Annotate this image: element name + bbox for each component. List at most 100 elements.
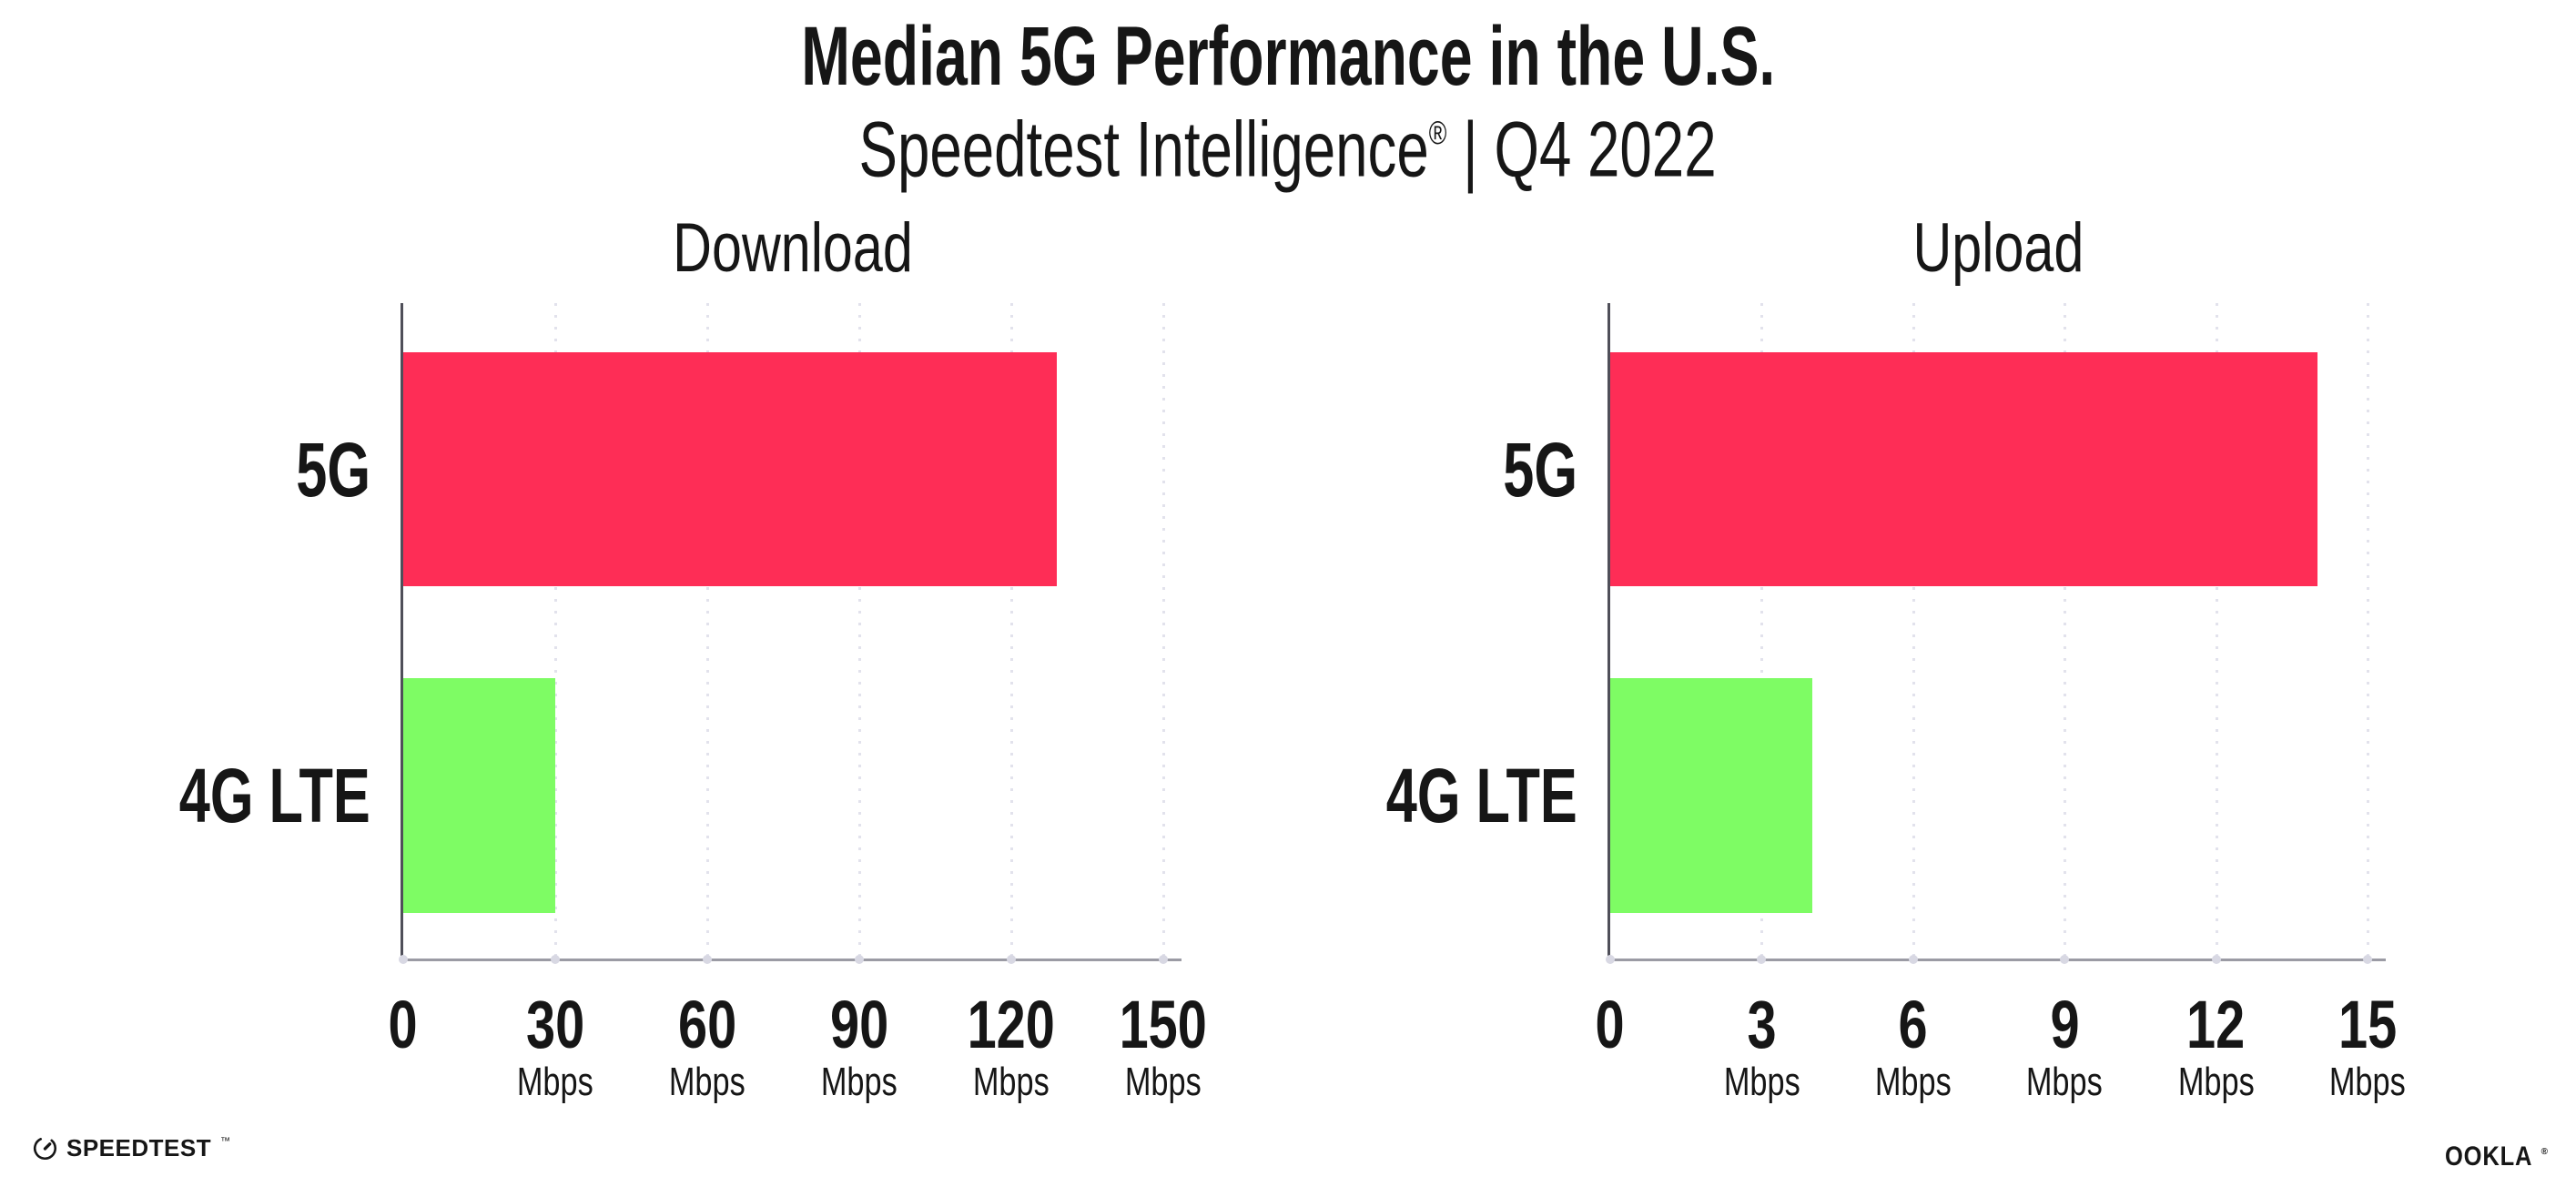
ookla-logo: OOKLA ® — [2429, 1141, 2549, 1172]
x-tick-label: 0 — [321, 989, 485, 1061]
y-axis-line — [401, 303, 403, 961]
x-tick-unit-text: Mbps — [821, 1060, 898, 1104]
gridline — [554, 303, 557, 959]
gridline — [2215, 303, 2218, 959]
category-label-4g-lte-text: 4G LTE — [1385, 753, 1577, 838]
x-tick-label-text: 3 — [1747, 987, 1777, 1062]
x-tick-dot — [551, 955, 560, 964]
speedtest-wordmark: SPEEDTEST — [66, 1134, 212, 1161]
x-tick-unit-text: Mbps — [517, 1060, 593, 1104]
gridline — [2367, 303, 2369, 959]
x-tick-dot — [1908, 955, 1918, 964]
x-tick-dot — [399, 955, 408, 964]
speedtest-gauge-icon — [34, 1138, 56, 1161]
category-label-5g-text: 5G — [296, 426, 370, 512]
x-tick-unit: Mbps — [2286, 1060, 2449, 1105]
x-tick-dot — [2211, 955, 2221, 964]
x-tick-label-text: 6 — [1898, 987, 1928, 1062]
x-tick-dot — [1159, 955, 1168, 964]
x-tick-dot — [1007, 955, 1016, 964]
speedtest-trademark: ™ — [220, 1135, 231, 1147]
x-tick-label: 0 — [1528, 989, 1692, 1061]
gridline — [1162, 303, 1165, 959]
page-title-text: Median 5G Performance in the U.S. — [800, 10, 1776, 103]
category-label-4g-lte: 4G LTE — [1177, 754, 1577, 837]
speedtest-logo: SPEEDTEST ™ — [33, 1134, 230, 1162]
chart-subtitle: Speedtest Intelligence® | Q4 2022 — [0, 96, 2576, 192]
gridline — [858, 303, 861, 959]
x-tick-label: 60 — [625, 989, 789, 1061]
x-tick-label: 9 — [1983, 989, 2146, 1061]
x-tick-unit-text: Mbps — [2329, 1060, 2406, 1104]
x-tick-label-text: 12 — [2186, 987, 2246, 1062]
x-tick-dot — [703, 955, 712, 964]
x-tick-label: 3 — [1679, 989, 1843, 1061]
x-tick-unit: Mbps — [1983, 1060, 2146, 1105]
gridline — [1912, 303, 1915, 959]
ookla-wordmark: OOKLA — [2444, 1141, 2533, 1172]
x-tick-label-text: 0 — [388, 987, 419, 1062]
x-tick-unit-text: Mbps — [1723, 1060, 1800, 1104]
x-axis-line — [401, 959, 1182, 961]
x-tick-dot — [2363, 955, 2372, 964]
subtitle-brand: Speedtest Intelligence — [858, 106, 1430, 194]
gridline — [2064, 303, 2067, 959]
category-label-4g-lte-text: 4G LTE — [178, 753, 370, 838]
bar-5g — [1610, 352, 2317, 586]
x-tick-label: 150 — [1081, 989, 1245, 1061]
x-tick-unit: Mbps — [2135, 1060, 2298, 1105]
subtitle-separator: | — [1463, 106, 1479, 194]
category-label-5g: 5G — [0, 428, 370, 512]
x-tick-unit-text: Mbps — [1874, 1060, 1952, 1104]
gridline — [706, 303, 709, 959]
bar-5g — [403, 352, 1057, 586]
bar-4g-lte — [1610, 678, 1812, 913]
x-tick-unit: Mbps — [625, 1060, 789, 1105]
x-tick-unit: Mbps — [1081, 1060, 1245, 1105]
x-tick-label-text: 90 — [829, 987, 889, 1062]
x-axis-line — [1607, 959, 2386, 961]
x-tick-label: 30 — [473, 989, 637, 1061]
y-axis-line — [1607, 303, 1610, 961]
x-tick-label: 90 — [777, 989, 941, 1061]
panel-title-upload: Upload — [1556, 211, 2440, 286]
x-tick-dot — [1757, 955, 1767, 964]
panel-title-upload-text: Upload — [1912, 209, 2084, 287]
registered-mark: ® — [1429, 114, 1447, 151]
x-tick-label: 6 — [1831, 989, 1995, 1061]
x-tick-unit: Mbps — [777, 1060, 941, 1105]
page-title: Median 5G Performance in the U.S. — [0, 13, 2576, 100]
x-tick-label: 120 — [929, 989, 1093, 1061]
x-tick-dot — [1606, 955, 1615, 964]
x-tick-unit: Mbps — [1679, 1060, 1843, 1105]
x-tick-unit: Mbps — [929, 1060, 1093, 1105]
subtitle-period: Q4 2022 — [1494, 106, 1718, 194]
category-label-4g-lte: 4G LTE — [0, 754, 370, 837]
x-tick-label-text: 150 — [1119, 987, 1208, 1062]
x-tick-label-text: 30 — [525, 987, 585, 1062]
x-tick-dot — [855, 955, 864, 964]
x-tick-label-text: 0 — [1595, 987, 1626, 1062]
x-tick-unit-text: Mbps — [2177, 1060, 2255, 1104]
x-tick-dot — [2060, 955, 2070, 964]
category-label-5g-text: 5G — [1503, 426, 1577, 512]
bar-4g-lte — [403, 678, 555, 913]
panel-title-download-text: Download — [672, 209, 913, 287]
gridline — [1760, 303, 1764, 959]
x-tick-unit-text: Mbps — [2026, 1060, 2104, 1104]
x-tick-unit-text: Mbps — [1125, 1060, 1202, 1104]
category-label-5g: 5G — [1177, 428, 1577, 512]
x-tick-unit-text: Mbps — [973, 1060, 1050, 1104]
x-tick-label-text: 120 — [967, 987, 1056, 1062]
x-tick-label-text: 9 — [2050, 987, 2080, 1062]
x-tick-unit-text: Mbps — [669, 1060, 745, 1104]
x-tick-label-text: 15 — [2338, 987, 2398, 1062]
x-tick-label-text: 60 — [677, 987, 737, 1062]
x-tick-label: 15 — [2286, 989, 2449, 1061]
x-tick-unit: Mbps — [473, 1060, 637, 1105]
x-tick-label: 12 — [2135, 989, 2298, 1061]
x-tick-unit: Mbps — [1831, 1060, 1995, 1105]
panel-title-download: Download — [349, 211, 1236, 286]
gridline — [1010, 303, 1013, 959]
